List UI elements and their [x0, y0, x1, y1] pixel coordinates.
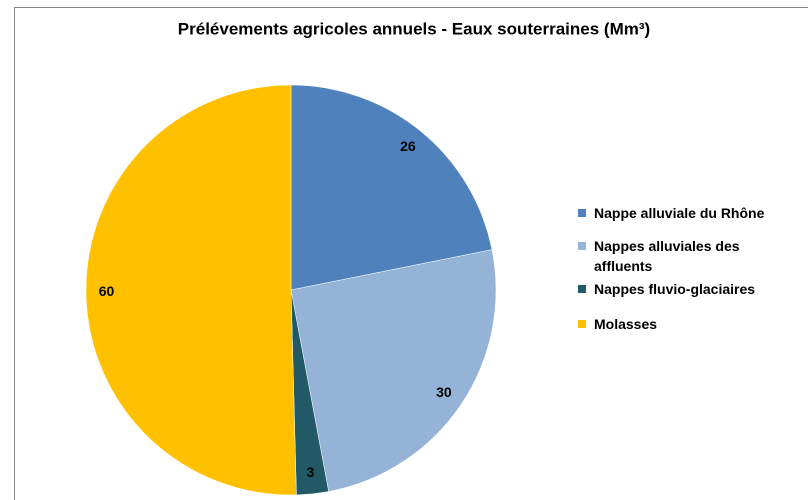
legend-item: Molasses [578, 314, 800, 334]
legend: Nappe alluviale du Rhône Nappes alluviale… [578, 203, 800, 334]
pie-slice [85, 84, 297, 496]
legend-swatch [578, 209, 586, 217]
legend-item: Nappes alluviales des affluents [578, 236, 800, 276]
legend-swatch [578, 242, 586, 250]
legend-item: Nappes fluvio-glaciaires [578, 279, 800, 299]
legend-swatch [578, 285, 586, 293]
data-label: 3 [307, 464, 315, 480]
pie-slice [290, 84, 493, 291]
data-label: 30 [436, 384, 452, 400]
data-label: 26 [400, 138, 416, 154]
legend-label: Nappes fluvio-glaciaires [594, 281, 756, 297]
pie-slice [290, 249, 497, 492]
chart-title: Prélévements agricoles annuels - Eaux so… [178, 19, 650, 38]
legend-label: Nappes alluviales des affluents [594, 238, 740, 274]
legend-label: Nappe alluviale du Rhône [594, 205, 765, 221]
legend-swatch [578, 320, 586, 328]
data-label: 60 [99, 283, 115, 299]
legend-label: Molasses [594, 316, 658, 332]
legend-item: Nappe alluviale du Rhône [578, 203, 800, 223]
